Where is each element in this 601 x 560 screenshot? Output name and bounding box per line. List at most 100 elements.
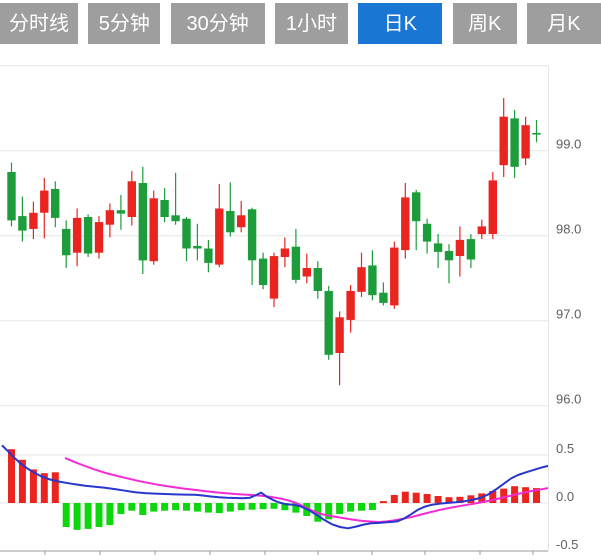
candle-up: [346, 291, 355, 320]
price-axis-label: 97.0: [556, 307, 581, 322]
macd-bar-down: [183, 503, 190, 511]
macd-bar-down: [117, 503, 125, 514]
macd-bar-down: [292, 503, 300, 513]
macd-bar-down: [259, 503, 267, 510]
candle-down: [247, 209, 257, 261]
candle-down: [313, 268, 322, 291]
candle-down: [466, 239, 476, 260]
candle-up: [105, 210, 115, 225]
macd-bar-up: [522, 487, 530, 503]
candle-down: [291, 246, 301, 280]
macd-bar-down: [128, 503, 136, 511]
candle-down: [18, 216, 27, 231]
candle-down: [193, 245, 202, 249]
candle-up: [499, 116, 508, 166]
candle-up: [357, 267, 366, 292]
macd-bar-down: [172, 503, 180, 511]
candle-down: [62, 228, 71, 256]
candle-down: [412, 192, 421, 222]
tab-timeframe-4-active[interactable]: 日K: [358, 3, 443, 44]
candle-up: [455, 239, 465, 256]
macd-axis-label: -0.5: [556, 537, 578, 552]
macd-bar-down: [62, 503, 70, 527]
candle-up: [488, 180, 497, 234]
macd-bar-down: [226, 503, 234, 512]
candle-down: [444, 251, 454, 261]
candle-up: [269, 256, 279, 299]
tab-timeframe-6[interactable]: 月K: [526, 3, 601, 44]
price-axis-label: 98.0: [556, 222, 581, 237]
macd-bar-up: [40, 473, 48, 503]
dea-line: [64, 456, 549, 523]
candle-down: [226, 211, 235, 233]
macd-bar-up: [445, 497, 453, 503]
candlestick-macd-chart[interactable]: 99.0 98.0 97.0 96.0 0.5 0.0 -0.5: [0, 46, 601, 556]
macd-bar-up: [533, 488, 540, 503]
macd-bar-down: [161, 503, 169, 511]
macd-bar-down: [248, 503, 256, 510]
candle-down: [182, 218, 191, 249]
macd-bar-down: [336, 503, 344, 514]
dif-line: [1, 444, 549, 530]
candle-up: [401, 197, 410, 251]
macd-bar-down: [139, 503, 147, 515]
macd-bar-down: [193, 503, 201, 512]
macd-bar-down: [106, 503, 114, 526]
candle-up: [29, 212, 38, 229]
tab-timeframe-2[interactable]: 30分钟: [170, 3, 265, 44]
tab-timeframe-3[interactable]: 1小时: [274, 3, 348, 44]
candle-down: [258, 258, 268, 285]
candle-down: [379, 292, 388, 303]
candle-down: [433, 243, 443, 252]
macd-bar-down: [368, 503, 376, 510]
candle-down: [204, 248, 213, 263]
macd-bar-down: [347, 503, 355, 512]
macd-bar-down: [270, 503, 278, 509]
candle-up: [215, 208, 224, 265]
macd-bar-up: [500, 488, 508, 503]
candle-down: [7, 172, 16, 221]
candle-up: [335, 317, 344, 353]
macd-bar-down: [281, 503, 289, 511]
macd-bar-up: [412, 492, 420, 503]
tab-timeframe-1[interactable]: 5分钟: [88, 3, 161, 44]
candle-down: [160, 200, 169, 217]
macd-axis-label: 0.5: [556, 441, 574, 456]
chart-area[interactable]: 99.0 98.0 97.0 96.0 0.5 0.0 -0.5: [0, 46, 601, 556]
candle-up: [237, 215, 246, 228]
timeframe-tabbar: 分时线 5分钟 30分钟 1小时 日K 周K 月K: [0, 3, 601, 44]
candle-down: [510, 118, 519, 167]
macd-bar-down: [84, 503, 92, 529]
macd-bar-up: [456, 496, 464, 503]
candle-up: [40, 190, 49, 213]
candle-down: [324, 291, 333, 355]
candle-up: [390, 247, 399, 306]
macd-bar-down: [215, 503, 223, 514]
macd-bar-down: [358, 503, 365, 511]
tab-timeframe-5[interactable]: 周K: [452, 3, 517, 44]
macd-bar-down: [150, 503, 158, 512]
candle-up: [72, 217, 82, 253]
candle-up: [302, 268, 311, 277]
macd-bar-down: [204, 503, 212, 513]
candle-up: [521, 125, 530, 159]
candle-down: [116, 210, 126, 214]
macd-bar-down: [237, 503, 245, 511]
macd-bar-up: [379, 501, 387, 504]
candle-down: [368, 265, 377, 296]
macd-bar-up: [51, 472, 59, 503]
macd-bar-up: [8, 449, 15, 503]
macd-bar-up: [489, 491, 497, 503]
candle-up: [94, 222, 104, 253]
tab-timeframe-0[interactable]: 分时线: [0, 3, 78, 44]
macd-bar-down: [73, 503, 81, 530]
candle-up: [280, 248, 290, 257]
price-axis-label: 96.0: [556, 392, 581, 407]
candle-down: [51, 189, 60, 218]
macd-bar-up: [434, 496, 442, 503]
macd-axis-label: 0.0: [556, 489, 574, 504]
candle-down: [532, 132, 541, 135]
macd-bar-down: [325, 503, 333, 520]
macd-bar-up: [401, 491, 409, 503]
macd-bar-up: [390, 495, 398, 503]
